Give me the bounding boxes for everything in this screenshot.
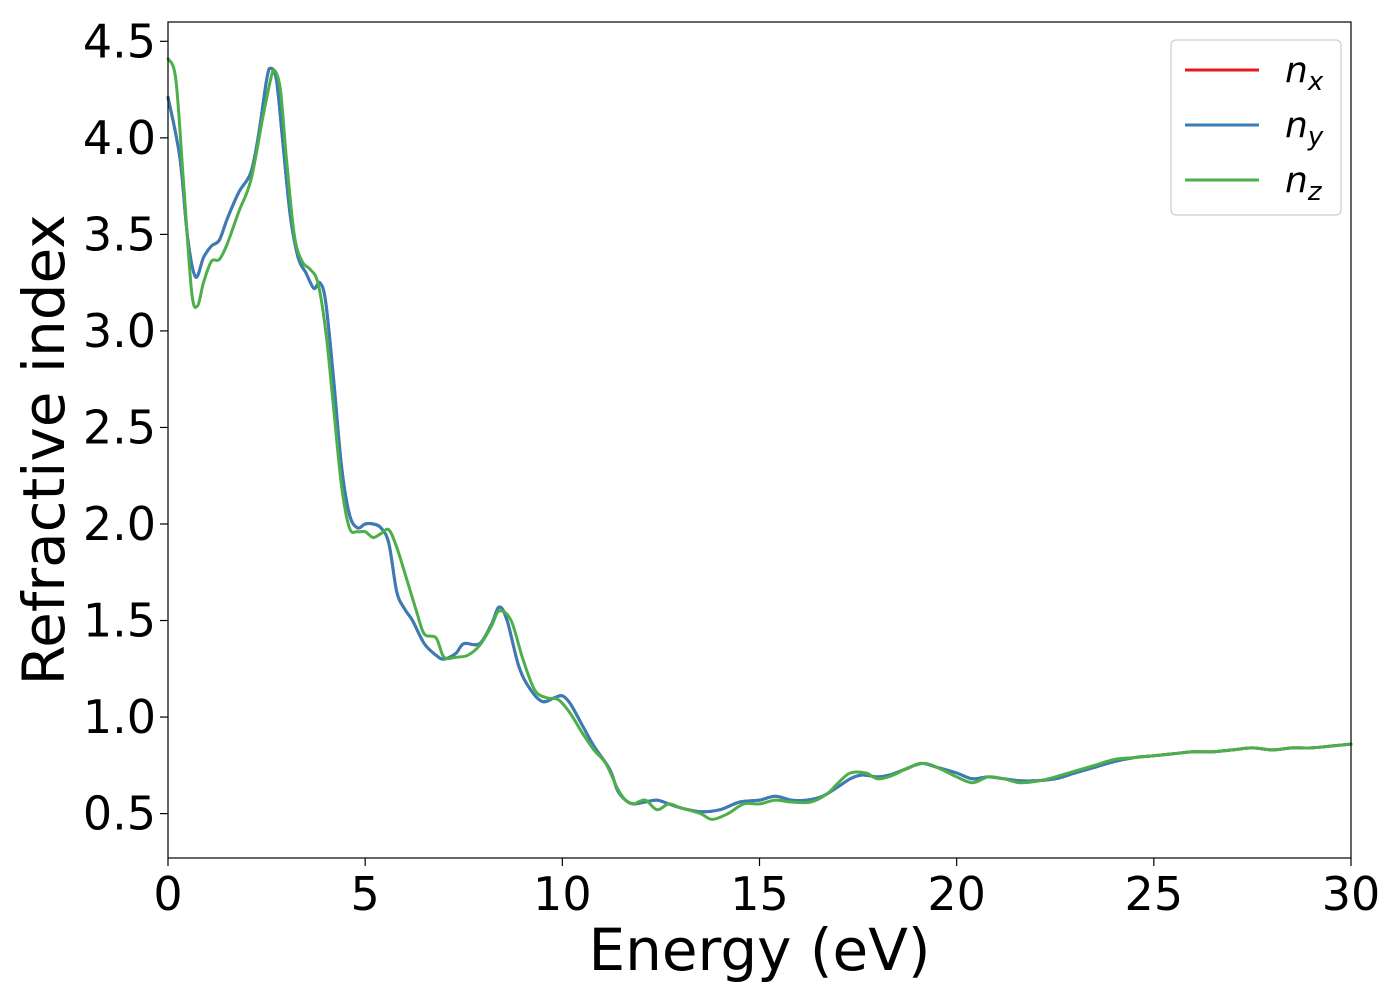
x-tick-label: 25: [1125, 867, 1184, 921]
y-tick-label: 0.5: [83, 787, 156, 841]
y-tick-label: 1.5: [83, 594, 156, 648]
x-tick-label: 5: [351, 867, 380, 921]
y-tick-label: 2.0: [83, 497, 156, 551]
y-tick-label: 1.0: [83, 690, 156, 744]
ticks-layer: 0 5 10 15 20 25 30 0.5 1.0 1.5 2.0 2.5 3.0 3.5 4.0 4.5: [83, 14, 1380, 921]
y-axis-title: Refractive index: [10, 214, 78, 685]
x-tick-label: 0: [153, 867, 182, 921]
legend-label-ny: ny: [1285, 105, 1324, 152]
legend-box: [1170, 39, 1342, 216]
y-tick-label: 3.5: [83, 207, 156, 261]
series-layer: [166, 57, 1353, 821]
x-tick-label: 10: [533, 867, 592, 921]
y-tick-label: 4.5: [83, 14, 156, 68]
y-tick-label: 2.5: [83, 400, 156, 454]
x-axis-title: Energy (eV): [588, 916, 930, 984]
y-tick-label: 3.0: [83, 304, 156, 358]
x-tick-label: 15: [730, 867, 789, 921]
x-tick-label: 30: [1322, 867, 1381, 921]
series-line-nz: [166, 57, 1353, 821]
y-tick-label: 4.0: [83, 111, 156, 165]
x-tick-label: 20: [927, 867, 986, 921]
